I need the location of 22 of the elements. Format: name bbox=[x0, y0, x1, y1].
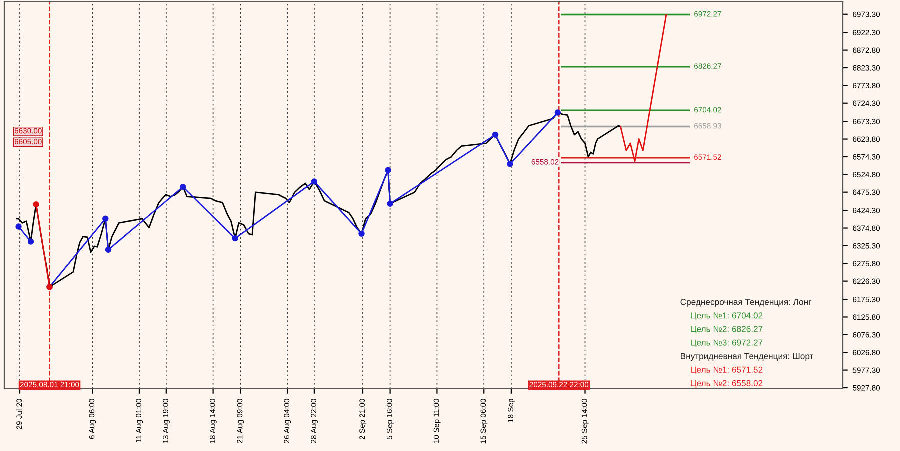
annotation: Среднесрочная Тенденция: Лонг bbox=[680, 299, 812, 307]
point bbox=[28, 238, 34, 245]
point bbox=[492, 132, 499, 138]
annotation: Цель №2: 6826.27 bbox=[691, 326, 763, 334]
point bbox=[16, 224, 22, 230]
annotation: Цель №1: 6704.02 bbox=[691, 312, 763, 320]
point bbox=[311, 178, 318, 185]
annotation: Внутридневная Тенденция: Шорт bbox=[681, 353, 814, 362]
point bbox=[387, 200, 394, 207]
point bbox=[33, 202, 40, 208]
annotation: Цель №2: 6558.02 bbox=[691, 380, 763, 388]
point bbox=[507, 161, 514, 168]
annotation: Цель №3: 6972.27 bbox=[691, 340, 763, 348]
point bbox=[232, 235, 238, 242]
point bbox=[385, 167, 392, 174]
point bbox=[105, 246, 112, 254]
annotation: Цель №1: 6571.52 bbox=[691, 366, 763, 375]
point bbox=[358, 230, 365, 238]
point bbox=[180, 184, 186, 190]
point bbox=[554, 110, 562, 116]
point bbox=[102, 216, 109, 222]
line-series bbox=[620, 14, 668, 162]
